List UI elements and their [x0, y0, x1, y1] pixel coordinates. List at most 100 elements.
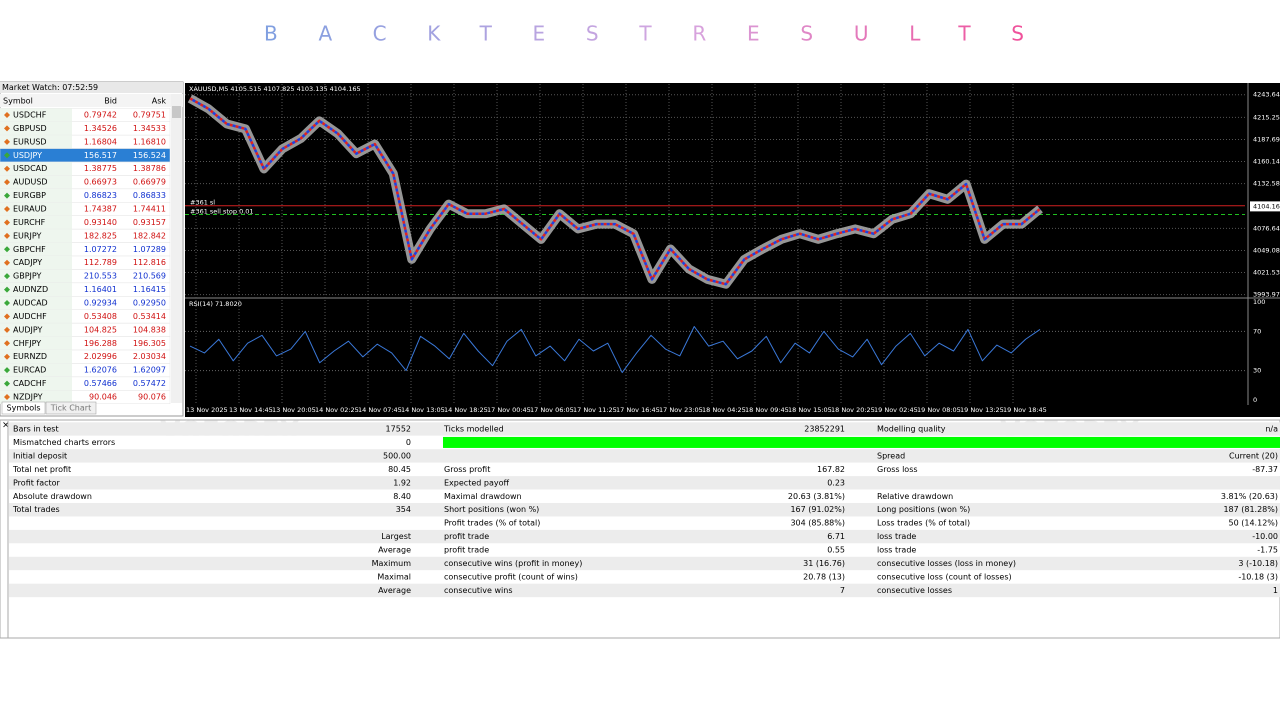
mw-ask: 0.86833: [133, 191, 166, 200]
mw-icon: [4, 353, 10, 360]
mw-bid: 1.74387: [84, 205, 117, 214]
mw-bid: 104.825: [84, 325, 117, 334]
report-cell: 20.63 (3.81%): [788, 492, 845, 501]
order-label: #361 sell stop 0.01: [190, 208, 254, 216]
mw-ask: 1.16810: [133, 137, 166, 146]
report-cell: 8.40: [393, 492, 411, 501]
report-cell: 187 (81.28%): [1223, 505, 1278, 514]
report-cell: 354: [396, 505, 411, 514]
report-cell: Expected payoff: [444, 478, 509, 487]
report-row: [9, 462, 1280, 477]
mw-bid: 112.789: [84, 258, 117, 267]
x-tick-label: 19 Nov 13:25: [960, 406, 1004, 414]
report-row: [9, 583, 1280, 598]
mw-tab-label[interactable]: Tick Chart: [50, 404, 91, 413]
mw-icon: [4, 273, 10, 280]
report-cell: 7: [840, 586, 845, 595]
mw-tab[interactable]: [45, 401, 97, 415]
current-price-box: [1250, 201, 1280, 212]
mw-symbol: AUDUSD: [13, 178, 48, 187]
mw-tab[interactable]: [1, 401, 46, 415]
mw-ask: 1.07289: [133, 245, 166, 254]
mw-symbol-bg: [0, 350, 72, 364]
report-cell: Ticks modelled: [443, 425, 504, 434]
mw-bid: 182.825: [84, 231, 117, 240]
x-tick-label: 17 Nov 23:05: [659, 406, 703, 414]
x-tick-label: 17 Nov 00:45: [487, 406, 531, 414]
mw-ask: 1.74411: [133, 205, 166, 214]
close-icon[interactable]: ×: [2, 421, 10, 431]
report-cell: Absolute drawdown: [13, 492, 92, 501]
report-cell: 17552: [386, 425, 411, 434]
mw-icon: [4, 340, 10, 347]
report-row: [9, 556, 1280, 571]
mw-ask: 182.842: [133, 231, 166, 240]
y-tick-label: 4187.695: [1253, 135, 1280, 143]
mw-bid: 1.16804: [84, 137, 117, 146]
report-row: [9, 503, 1280, 517]
mw-scrollbar: [171, 94, 182, 403]
x-tick-label: 17 Nov 11:25: [573, 406, 617, 414]
mw-scroll-thumb[interactable]: [172, 106, 181, 118]
report-cell: Profit factor: [13, 478, 61, 487]
mw-bid: 1.34526: [84, 124, 117, 133]
mw-symbol-bg: [0, 336, 72, 351]
report-row: [9, 529, 1280, 544]
mw-symbol: NZDJPY: [13, 393, 43, 402]
mw-symbol-bg: [0, 135, 72, 149]
rsi-title: RSI(14) 71.8020: [189, 300, 242, 308]
mw-symbol: EURAUD: [13, 205, 47, 214]
report-cell: Initial deposit: [13, 451, 67, 460]
mw-symbol-bg: [0, 162, 72, 176]
chart-header: XAUUSD,M5 4105.515 4107.825 4103.135 410…: [189, 85, 361, 93]
x-tick-label: 17 Nov 06:05: [530, 406, 574, 414]
mw-icon: [4, 394, 10, 401]
mw-symbol-bg: [0, 296, 72, 310]
mw-tab-label[interactable]: Symbols: [7, 404, 41, 413]
report-cell: consecutive loss (count of losses): [877, 572, 1012, 581]
report-cell: Gross profit: [444, 465, 490, 474]
mw-ask: 0.79751: [133, 111, 166, 120]
report-row: [9, 422, 1280, 436]
mw-bid: 1.62076: [84, 366, 117, 375]
mw-column-header: Bid: [104, 97, 117, 106]
quality-bar: [443, 436, 1280, 448]
mw-bid: 0.92934: [84, 299, 117, 308]
mw-ask: 0.92950: [133, 299, 166, 308]
mw-symbol: GBPUSD: [13, 124, 47, 133]
mw-symbol: EURNZD: [13, 352, 47, 361]
mw-symbol-bg: [0, 323, 72, 337]
report-cell: 20.78 (13): [803, 572, 845, 581]
mw-symbol: EURUSD: [13, 137, 47, 146]
report-cell: -10.18 (3): [1238, 572, 1278, 581]
report-cell: consecutive profit (count of wins): [444, 572, 578, 581]
mw-ask: 0.93157: [133, 218, 166, 227]
mw-symbol: GBPJPY: [13, 272, 42, 281]
x-tick-label: 19 Nov 18:45: [1003, 406, 1047, 414]
mw-icon: [4, 165, 10, 172]
price-line: [189, 97, 1041, 286]
report-cell: 23852291: [804, 425, 845, 434]
report-cell: 50 (14.12%): [1229, 519, 1278, 528]
mw-bid: 0.93140: [84, 218, 117, 227]
report-cell: loss trade: [877, 546, 916, 555]
report-cell: Spread: [877, 451, 905, 460]
mw-symbol-bg: [0, 121, 72, 136]
report-cell: consecutive wins (profit in money): [444, 559, 582, 568]
mw-col-bg: [0, 94, 183, 107]
report-cell: -1.75: [1257, 546, 1278, 555]
mw-symbol-bg: [0, 309, 72, 324]
mw-symbol: AUDCHF: [13, 312, 47, 321]
mw-symbol-bg: [0, 202, 72, 216]
report-cell: Long positions (won %): [877, 505, 970, 514]
order-label: #361 sl: [190, 199, 215, 207]
mw-symbol: AUDNZD: [13, 285, 48, 294]
report-row: [9, 489, 1280, 503]
report-cell: 0: [406, 438, 411, 447]
mw-icon: [4, 179, 10, 186]
report-cell: Mismatched charts errors: [13, 438, 115, 447]
y-tick-label: 4132.585: [1253, 180, 1280, 188]
x-tick-label: 19 Nov 08:05: [917, 406, 961, 414]
mw-bid: 1.07272: [84, 245, 117, 254]
